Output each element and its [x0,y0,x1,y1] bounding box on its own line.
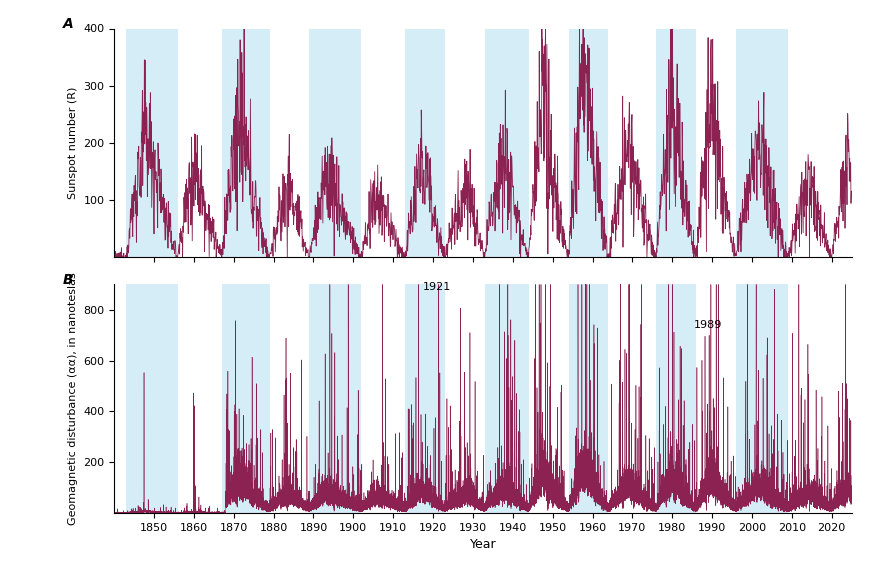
Bar [656,28,695,257]
Bar [309,284,361,513]
Bar [222,28,269,257]
Y-axis label: Geomagnetic disturbance (αα), in nanoteslas: Geomagnetic disturbance (αα), in nanotes… [68,272,78,525]
Bar [404,284,445,513]
Bar [484,28,528,257]
Text: 1921: 1921 [423,282,451,292]
Text: 1989: 1989 [693,320,722,330]
Bar [222,284,269,513]
Bar [404,28,445,257]
Text: A: A [62,17,73,31]
Bar [309,28,361,257]
Bar [656,284,695,513]
Bar [126,284,178,513]
Y-axis label: Sunspot number (R): Sunspot number (R) [68,87,78,199]
Bar [568,284,608,513]
Bar [735,284,787,513]
Bar [126,28,178,257]
X-axis label: Year: Year [469,538,496,551]
Bar [568,28,608,257]
Text: B: B [62,273,73,287]
Bar [484,284,528,513]
Bar [735,28,787,257]
